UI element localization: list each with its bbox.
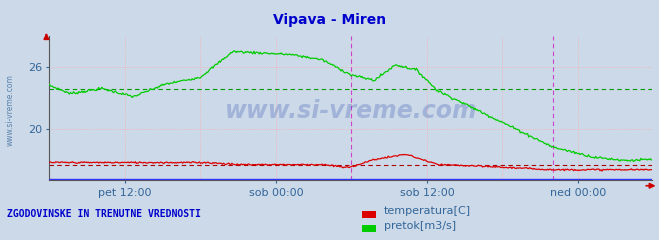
Text: Vipava - Miren: Vipava - Miren (273, 13, 386, 27)
Text: www.si-vreme.com: www.si-vreme.com (225, 99, 477, 123)
Text: temperatura[C]: temperatura[C] (384, 206, 471, 216)
Text: ZGODOVINSKE IN TRENUTNE VREDNOSTI: ZGODOVINSKE IN TRENUTNE VREDNOSTI (7, 209, 200, 219)
Text: pretok[m3/s]: pretok[m3/s] (384, 221, 455, 231)
Text: www.si-vreme.com: www.si-vreme.com (5, 74, 14, 146)
